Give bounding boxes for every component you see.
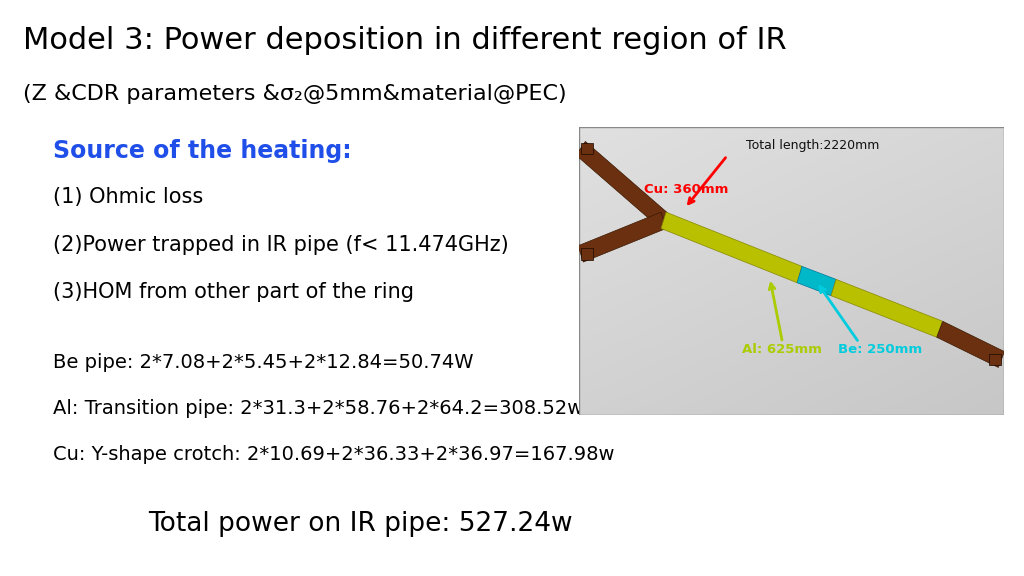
- Text: (Z &CDR parameters &σ₂@5mm&material@PEC): (Z &CDR parameters &σ₂@5mm&material@PEC): [23, 84, 566, 104]
- Text: Cu: 360mm: Cu: 360mm: [644, 183, 729, 196]
- Text: (2)Power trapped in IR pipe (f< 11.474GHz): (2)Power trapped in IR pipe (f< 11.474GH…: [53, 235, 509, 255]
- Text: Cu: Y-shape crotch: 2*10.69+2*36.33+2*36.97=167.98w: Cu: Y-shape crotch: 2*10.69+2*36.33+2*36…: [53, 445, 614, 464]
- Polygon shape: [581, 143, 594, 154]
- Text: Al: 625mm: Al: 625mm: [742, 343, 822, 357]
- Polygon shape: [831, 279, 942, 338]
- Text: Total power on IR pipe: 527.24w: Total power on IR pipe: 527.24w: [148, 511, 573, 537]
- Polygon shape: [662, 212, 802, 283]
- Polygon shape: [937, 321, 1005, 367]
- Polygon shape: [988, 354, 1001, 365]
- Polygon shape: [581, 248, 594, 260]
- Text: (3)HOM from other part of the ring: (3)HOM from other part of the ring: [53, 282, 415, 302]
- Text: Total length:2220mm: Total length:2220mm: [745, 139, 879, 151]
- Text: Model 3: Power deposition in different region of IR: Model 3: Power deposition in different r…: [23, 26, 786, 55]
- Text: Al: Transition pipe: 2*31.3+2*58.76+2*64.2=308.52w: Al: Transition pipe: 2*31.3+2*58.76+2*64…: [53, 399, 584, 418]
- Text: Be pipe: 2*7.08+2*5.45+2*12.84=50.74W: Be pipe: 2*7.08+2*5.45+2*12.84=50.74W: [53, 353, 474, 372]
- Polygon shape: [579, 212, 667, 262]
- Text: Source of the heating:: Source of the heating:: [53, 139, 352, 164]
- Text: Be: 250mm: Be: 250mm: [838, 343, 922, 357]
- Polygon shape: [577, 142, 669, 227]
- Polygon shape: [797, 266, 836, 295]
- Text: (1) Ohmic loss: (1) Ohmic loss: [53, 187, 204, 207]
